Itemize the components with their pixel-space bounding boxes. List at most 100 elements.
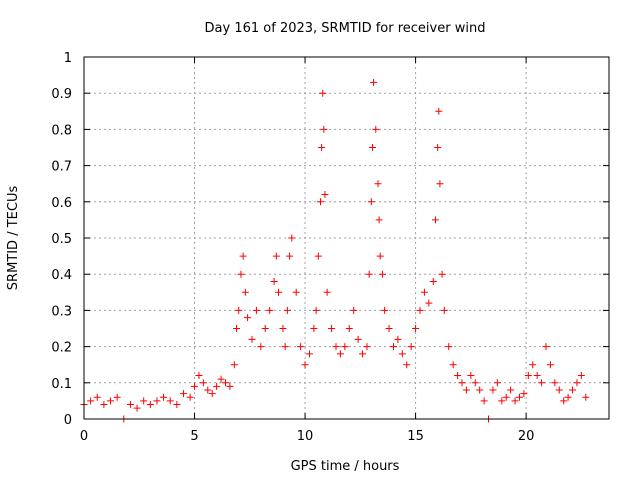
data-point bbox=[261, 325, 269, 332]
data-point bbox=[107, 397, 115, 405]
data-point bbox=[266, 306, 274, 314]
data-point bbox=[208, 390, 216, 398]
data-point bbox=[471, 379, 479, 387]
data-point bbox=[244, 314, 252, 322]
data-point bbox=[370, 78, 378, 86]
data-point bbox=[515, 393, 523, 401]
y-tick-label: 0.9 bbox=[51, 87, 72, 102]
x-axis-label: GPS time / hours bbox=[291, 459, 400, 474]
axis-ticks: 00.10.20.30.40.50.60.70.80.910 5 10 15 20 bbox=[51, 51, 609, 444]
data-point bbox=[241, 288, 249, 296]
data-point bbox=[524, 372, 532, 380]
data-point bbox=[328, 325, 336, 332]
data-point bbox=[257, 343, 265, 351]
data-point bbox=[372, 125, 380, 133]
y-tick-label: 1 bbox=[64, 51, 72, 66]
data-point bbox=[248, 335, 256, 343]
data-point bbox=[252, 306, 260, 314]
data-point bbox=[281, 343, 289, 351]
y-tick-label: 0.2 bbox=[51, 341, 72, 356]
y-tick-label: 0.7 bbox=[51, 160, 72, 175]
x-tick-label: 5 bbox=[190, 429, 198, 444]
chart-title: Day 161 of 2023, SRMTID for receiver win… bbox=[205, 21, 486, 36]
data-point bbox=[365, 270, 373, 278]
y-tick-label: 0.1 bbox=[51, 377, 72, 392]
data-point bbox=[403, 361, 411, 369]
data-point bbox=[221, 379, 229, 387]
grid-lines bbox=[84, 57, 609, 419]
data-point bbox=[407, 343, 415, 351]
x-tick-label: 10 bbox=[297, 429, 314, 444]
data-point bbox=[533, 372, 541, 380]
data-point bbox=[489, 386, 497, 394]
data-point bbox=[140, 397, 148, 405]
data-point bbox=[493, 379, 501, 387]
data-point bbox=[577, 372, 585, 380]
data-point bbox=[153, 397, 161, 405]
data-point bbox=[354, 335, 362, 343]
data-point bbox=[564, 393, 572, 401]
data-point bbox=[100, 401, 108, 409]
data-point bbox=[412, 325, 420, 332]
data-point bbox=[239, 252, 247, 260]
data-point bbox=[312, 306, 320, 314]
data-point bbox=[394, 335, 402, 343]
data-point bbox=[113, 393, 121, 401]
y-axis-label: SRMTID / TECUs bbox=[6, 186, 21, 291]
data-point bbox=[551, 379, 559, 387]
data-point bbox=[235, 306, 243, 314]
data-point bbox=[213, 382, 221, 390]
data-point bbox=[375, 216, 383, 224]
data-point bbox=[317, 198, 325, 206]
data-point bbox=[462, 386, 470, 394]
y-tick-label: 0.5 bbox=[51, 232, 72, 247]
data-point bbox=[146, 401, 154, 409]
data-point bbox=[507, 386, 515, 394]
data-point bbox=[398, 350, 406, 358]
data-point bbox=[359, 350, 367, 358]
data-point bbox=[323, 288, 331, 296]
data-point bbox=[286, 252, 294, 260]
data-point bbox=[226, 382, 234, 390]
data-point bbox=[332, 343, 340, 351]
data-point bbox=[272, 252, 280, 260]
data-point bbox=[573, 379, 581, 387]
data-point bbox=[434, 144, 442, 151]
data-point bbox=[454, 372, 462, 380]
y-tick-label: 0.8 bbox=[51, 123, 72, 138]
data-point bbox=[436, 180, 444, 188]
data-point bbox=[498, 397, 506, 405]
data-point bbox=[204, 386, 212, 394]
data-point bbox=[476, 386, 484, 394]
data-point bbox=[542, 343, 550, 351]
data-point bbox=[186, 393, 194, 401]
data-point bbox=[569, 386, 577, 394]
data-point bbox=[416, 306, 424, 314]
data-point bbox=[560, 397, 568, 405]
y-tick-label: 0 bbox=[64, 413, 72, 428]
data-point bbox=[320, 125, 328, 133]
data-point bbox=[179, 390, 187, 398]
data-point bbox=[529, 361, 537, 369]
data-point bbox=[445, 343, 453, 351]
data-point bbox=[230, 361, 238, 369]
data-point bbox=[467, 372, 475, 380]
data-point bbox=[191, 382, 199, 390]
y-tick-label: 0.4 bbox=[51, 268, 72, 283]
data-point bbox=[420, 288, 428, 296]
data-point bbox=[275, 288, 283, 296]
data-point bbox=[199, 379, 207, 387]
data-point bbox=[458, 379, 466, 387]
x-tick-label: 15 bbox=[407, 429, 424, 444]
data-point bbox=[378, 270, 386, 278]
data-point bbox=[350, 306, 358, 314]
data-point bbox=[195, 372, 203, 380]
data-point bbox=[440, 306, 448, 314]
data-point bbox=[270, 277, 278, 285]
data-point bbox=[301, 361, 309, 369]
data-point bbox=[87, 397, 95, 405]
data-point bbox=[538, 379, 546, 387]
data-point bbox=[321, 191, 329, 199]
